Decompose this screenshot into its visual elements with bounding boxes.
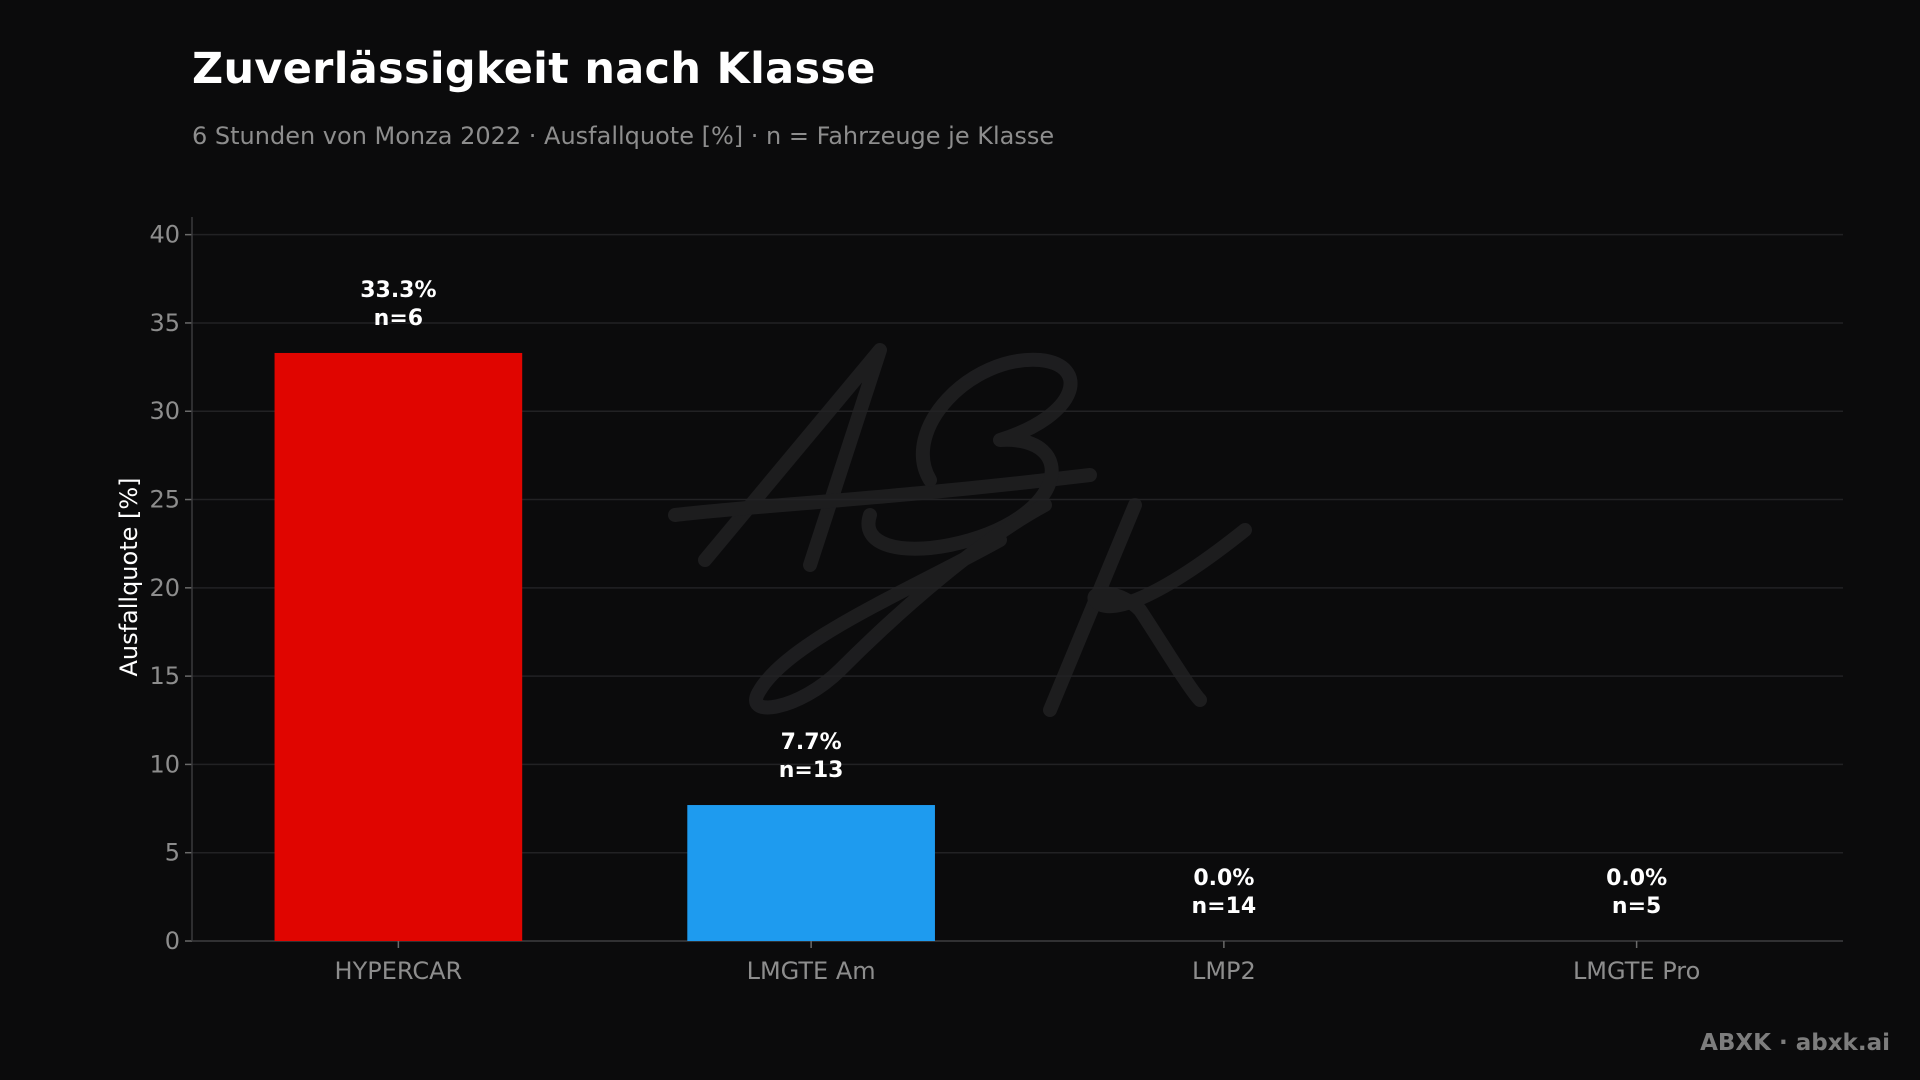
y-tick-label: 35 bbox=[149, 309, 180, 337]
x-tick-label: LMP2 bbox=[1192, 957, 1256, 985]
watermark-logo bbox=[668, 343, 1252, 717]
data-label-value: 0.0% bbox=[1606, 866, 1667, 891]
data-label-count: n=13 bbox=[779, 758, 844, 783]
data-label-value: 0.0% bbox=[1193, 866, 1254, 891]
y-tick-label: 5 bbox=[165, 839, 180, 867]
chart-title: Zuverlässigkeit nach Klasse bbox=[192, 44, 876, 94]
bar bbox=[687, 805, 935, 941]
footer-credit: ABXK · abxk.ai bbox=[1700, 1030, 1890, 1056]
x-tick-label: LMGTE Pro bbox=[1573, 957, 1700, 985]
x-tick-label: HYPERCAR bbox=[335, 957, 463, 985]
x-tick-label: LMGTE Am bbox=[747, 957, 876, 985]
data-label-value: 7.7% bbox=[781, 730, 842, 755]
data-label-value: 33.3% bbox=[360, 278, 436, 303]
y-tick-label: 15 bbox=[149, 662, 180, 690]
y-tick-label: 40 bbox=[149, 221, 180, 249]
data-label-count: n=14 bbox=[1192, 894, 1257, 919]
data-label-count: n=6 bbox=[374, 306, 423, 331]
y-tick-label: 0 bbox=[165, 927, 180, 955]
y-tick-label: 25 bbox=[149, 486, 180, 514]
chart-subtitle: 6 Stunden von Monza 2022 · Ausfallquote … bbox=[192, 122, 1055, 150]
y-tick-label: 10 bbox=[149, 750, 180, 778]
bar bbox=[274, 352, 523, 942]
y-tick-label: 20 bbox=[149, 574, 180, 602]
y-axis-label: Ausfallquote [%] bbox=[115, 477, 143, 676]
y-tick-label: 30 bbox=[149, 397, 180, 425]
data-label-count: n=5 bbox=[1612, 894, 1661, 919]
